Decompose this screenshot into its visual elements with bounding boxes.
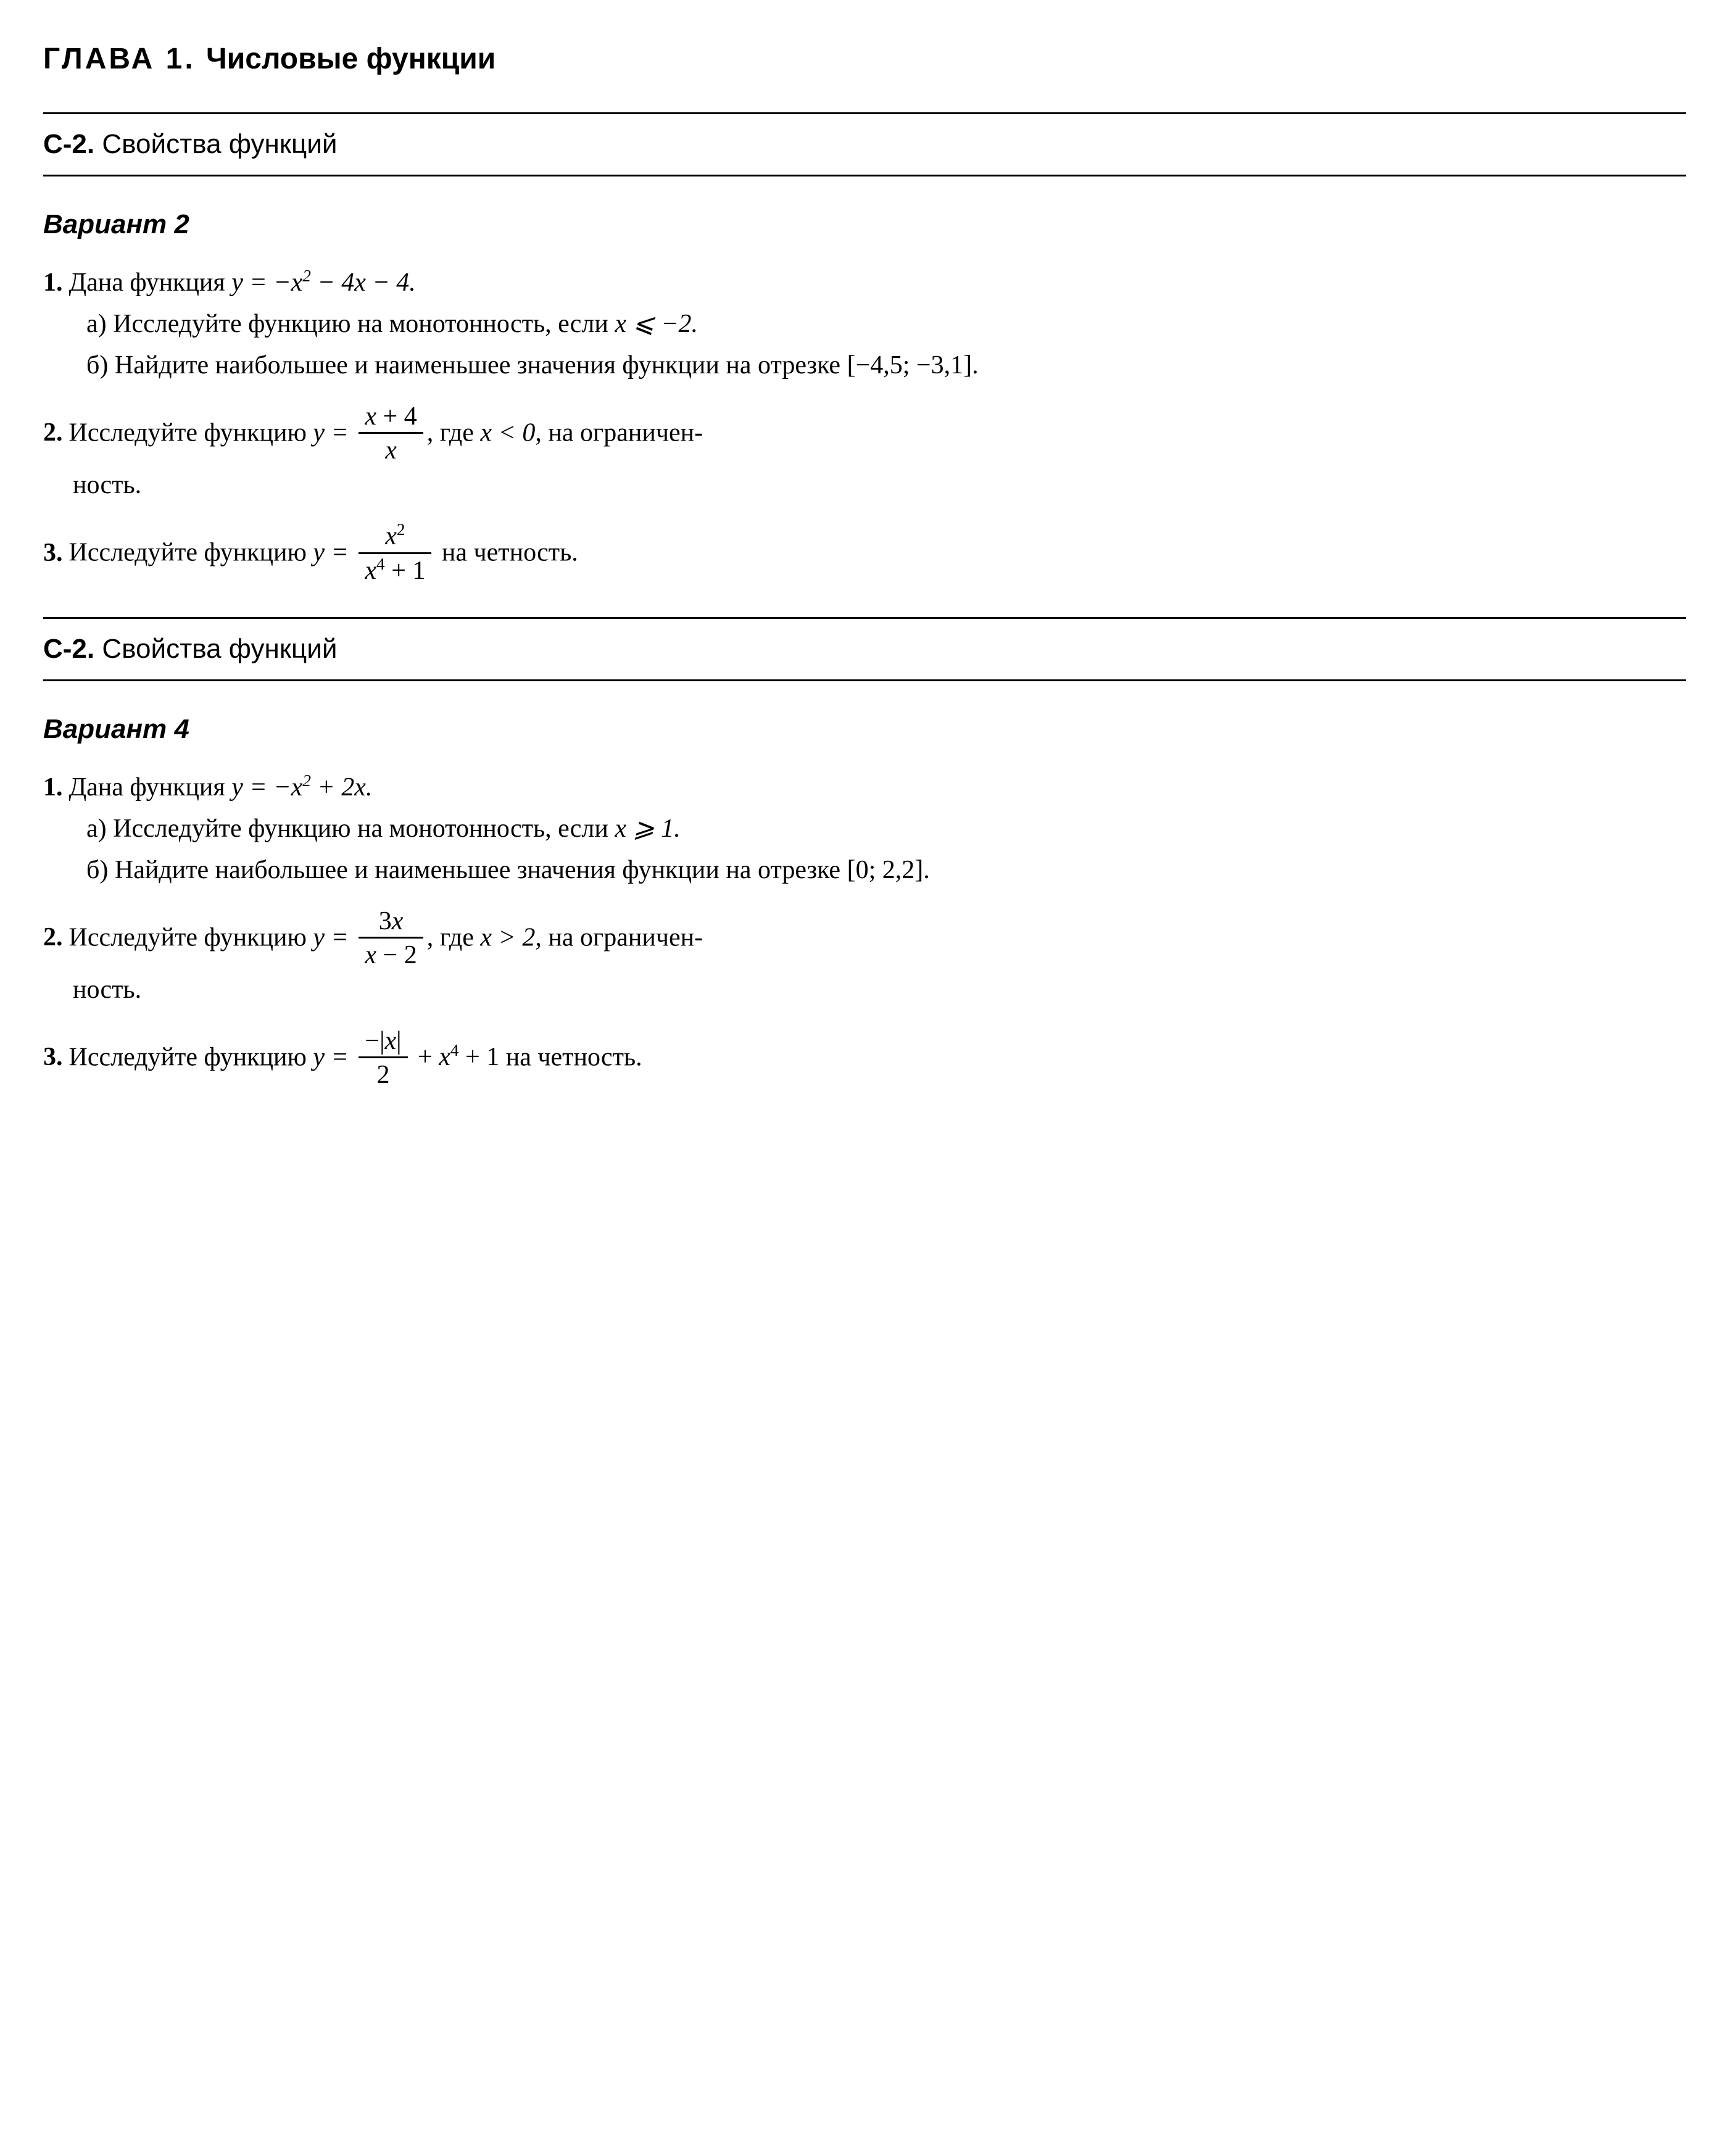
y-eq: y = (313, 923, 355, 952)
fraction: −|x| 2 (359, 1027, 407, 1089)
fraction-numerator: x + 4 (359, 402, 423, 434)
fraction-numerator: −|x| (359, 1027, 407, 1058)
sub-range: [−4,5; −3,1]. (847, 351, 979, 379)
problem-intro: 1.Дана функция y = −x2 − 4x − 4. (43, 263, 1686, 302)
fraction-denominator: 2 (359, 1058, 407, 1089)
section-header: С-2. Свойства функций (43, 617, 1686, 681)
sub-label: а) (86, 310, 107, 338)
problem-text: Дана функция (69, 268, 232, 297)
problem: 3.Исследуйте функцию y = x2 x4 + 1 на че… (43, 523, 1686, 586)
chapter-label: ГЛАВА 1. (43, 43, 196, 75)
y-eq: y = (313, 418, 355, 447)
problem-text: ность. (43, 466, 1686, 505)
fraction: x + 4 x (359, 402, 423, 465)
sub-label: б) (86, 856, 108, 884)
problem-text: Исследуйте функцию (69, 923, 313, 952)
problem-text: Исследуйте функцию (69, 1043, 313, 1071)
sub-item-a: а) Исследуйте функцию на монотонность, е… (43, 810, 1686, 848)
fraction-denominator: x − 2 (359, 939, 423, 969)
problem: 3.Исследуйте функцию y = −|x| 2 + x4 + 1… (43, 1028, 1686, 1090)
fraction: x2 x4 + 1 (359, 522, 431, 584)
chapter-heading: ГЛАВА 1. Числовые функции (43, 37, 1686, 81)
sub-text: Исследуйте функцию на монотонность, если (113, 310, 615, 338)
sub-text: Найдите наибольшее и наименьшее значения… (115, 856, 847, 884)
problem-text: , на ограничен- (535, 923, 703, 952)
cond: x < 0 (480, 418, 535, 447)
problem-text: Исследуйте функцию (69, 418, 313, 447)
sub-range: [0; 2,2]. (847, 856, 930, 884)
problem-text: , на ограничен- (535, 418, 703, 447)
problem-number: 1. (43, 773, 63, 802)
y-eq: y = (313, 1043, 355, 1071)
problem-text: на четность. (442, 539, 578, 567)
section-code: С-2. (43, 129, 94, 159)
problem: 1.Дана функция y = −x2 + 2x. а) Исследуй… (43, 768, 1686, 890)
problem-text: ность. (43, 971, 1686, 1010)
problem-number: 3. (43, 1043, 63, 1071)
sub-text: Найдите наибольшее и наименьшее значения… (115, 351, 847, 379)
fraction-numerator: 3x (359, 907, 423, 939)
y-eq: y = (313, 539, 355, 567)
section-code: С-2. (43, 634, 94, 664)
sub-label: а) (86, 815, 107, 843)
problem-math: y = −x2 − 4x − 4. (231, 268, 416, 297)
fraction: 3x x − 2 (359, 907, 423, 969)
sub-item-b: б) Найдите наибольшее и наименьшее значе… (43, 851, 1686, 890)
problem-text: Исследуйте функцию (69, 539, 313, 567)
section-header: С-2. Свойства функций (43, 112, 1686, 176)
sub-text: Исследуйте функцию на монотонность, если (113, 815, 615, 843)
problem-number: 1. (43, 268, 63, 297)
chapter-title-text: Числовые функции (206, 43, 495, 75)
problem-number: 2. (43, 923, 63, 952)
sub-item-b: б) Найдите наибольшее и наименьшее значе… (43, 346, 1686, 385)
cond: x > 2 (480, 923, 535, 952)
section-title: Свойства функций (102, 634, 337, 664)
problem-text: Дана функция (69, 773, 232, 802)
problem-number: 3. (43, 539, 63, 567)
problem-text: , где (427, 923, 481, 952)
problem: 2.Исследуйте функцию y = x + 4 x , где x… (43, 404, 1686, 505)
fraction-denominator: x4 + 1 (359, 554, 431, 585)
sub-item-a: а) Исследуйте функцию на монотонность, е… (43, 305, 1686, 344)
problem-intro: 1.Дана функция y = −x2 + 2x. (43, 768, 1686, 807)
section-title: Свойства функций (102, 129, 337, 159)
tail-math: + x4 + 1 (418, 1043, 499, 1071)
sub-cond: x ⩽ −2. (615, 310, 698, 338)
problem-number: 2. (43, 418, 63, 447)
problem-text: , где (427, 418, 481, 447)
fraction-denominator: x (359, 434, 423, 465)
sub-cond: x ⩾ 1. (615, 815, 680, 843)
problem: 1.Дана функция y = −x2 − 4x − 4. а) Иссл… (43, 263, 1686, 385)
variant-label: Вариант 4 (43, 709, 1686, 750)
sub-label: б) (86, 351, 108, 379)
problem-text: на четность. (499, 1043, 642, 1071)
fraction-numerator: x2 (359, 522, 431, 554)
problem-math: y = −x2 + 2x. (231, 773, 372, 802)
problem: 2.Исследуйте функцию y = 3x x − 2 , где … (43, 908, 1686, 1010)
variant-label: Вариант 2 (43, 204, 1686, 245)
